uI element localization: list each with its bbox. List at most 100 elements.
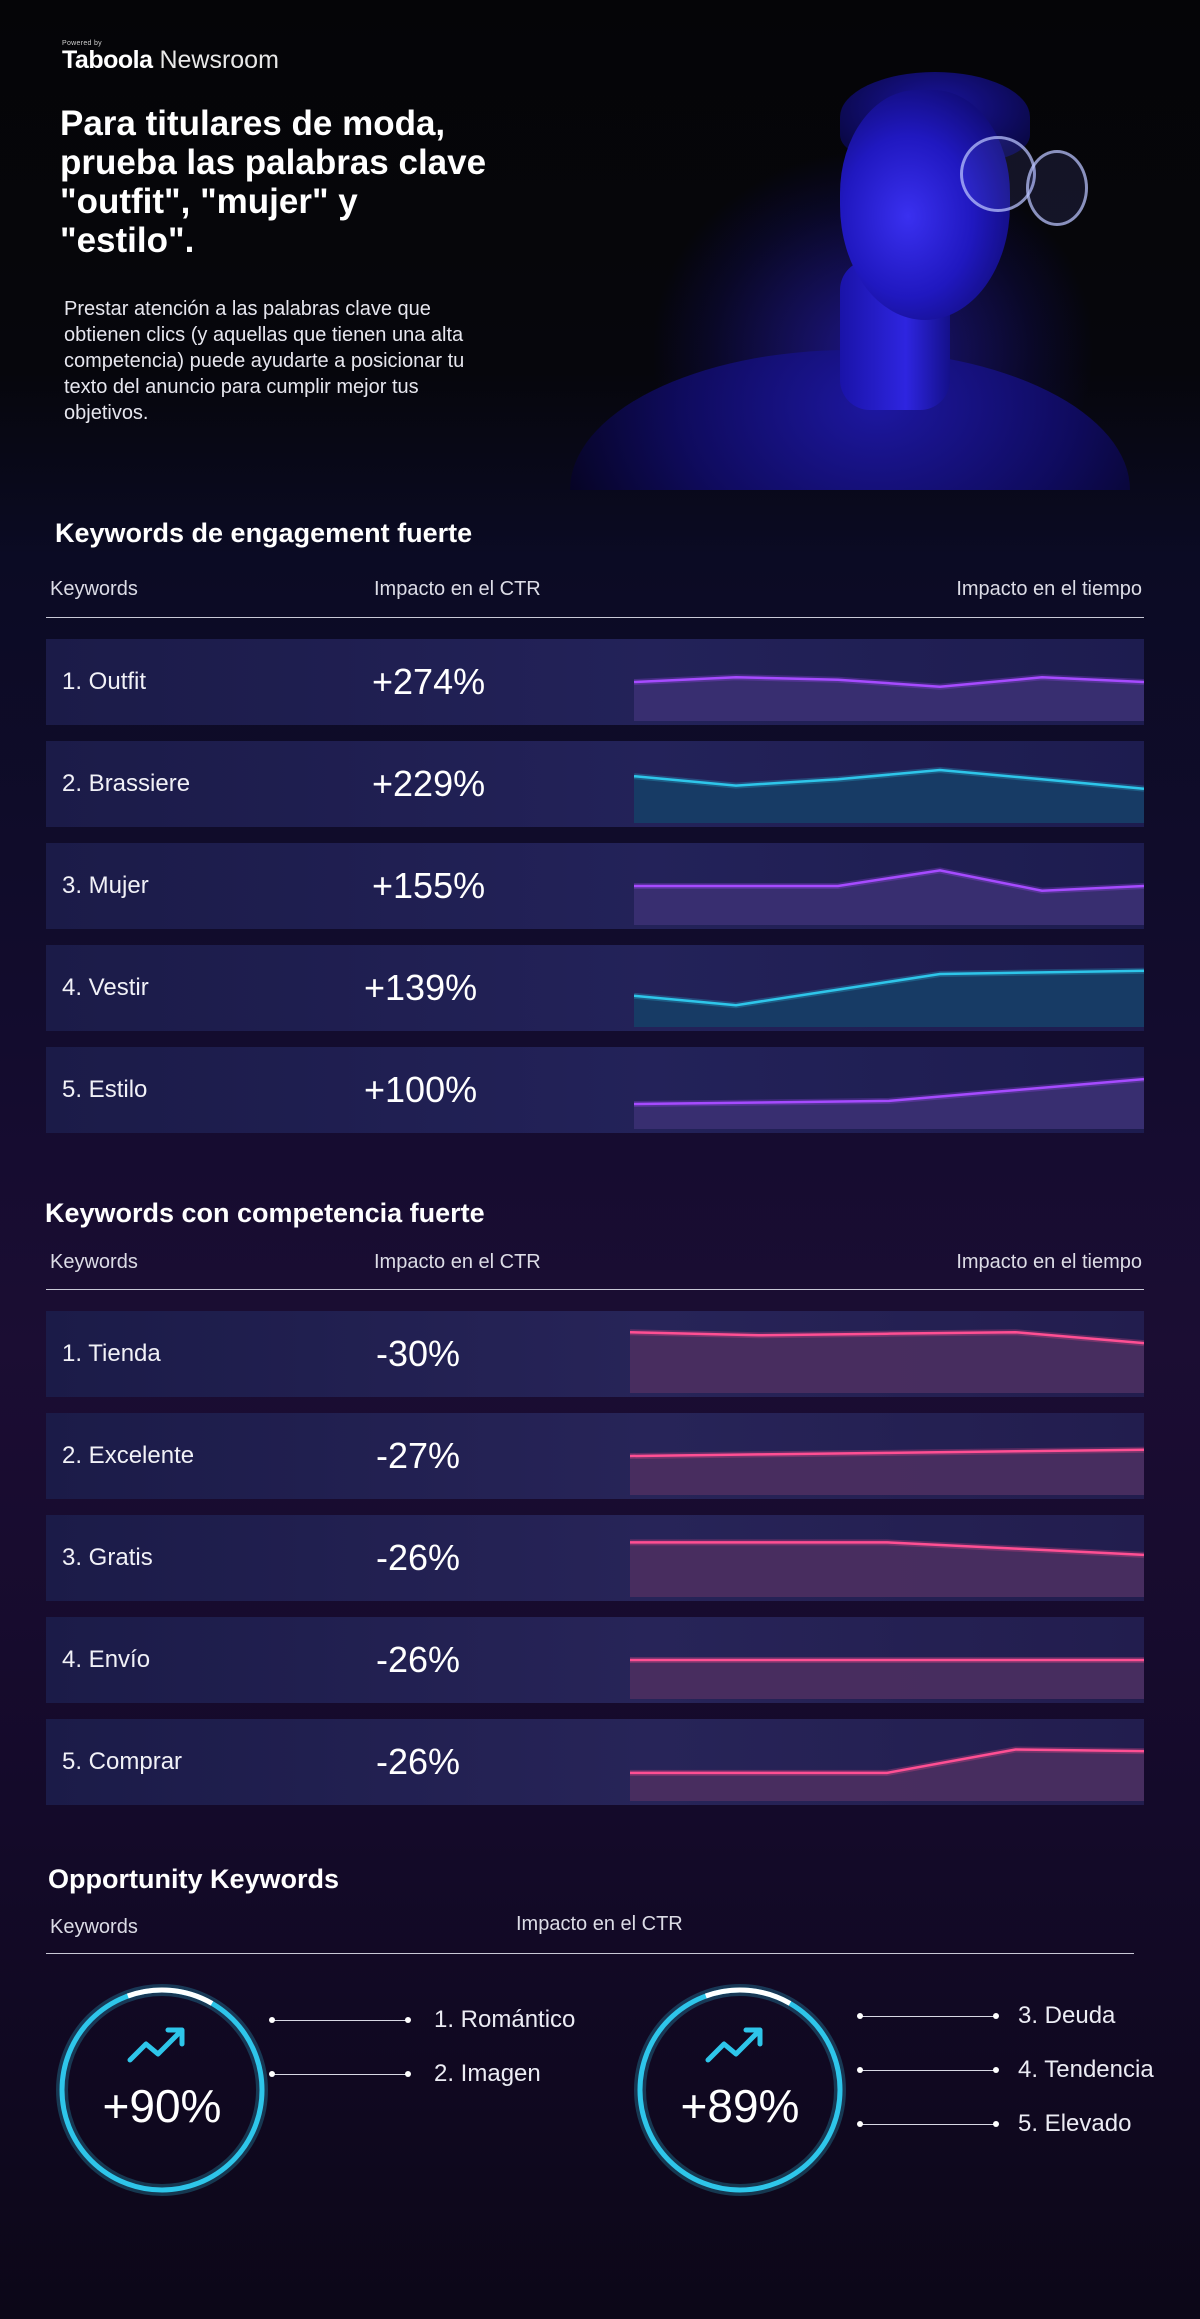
trend-line [634,969,1144,1007]
trend-sparkline [630,1446,1144,1495]
keyword-label: 1. Tienda [62,1340,161,1367]
trend-area [630,1749,1144,1801]
keyword-label: 5. Estilo [62,1076,148,1103]
connector-dot [857,2067,863,2073]
trend-line [630,1330,1144,1345]
connector-dot [405,2071,411,2077]
col-head-ctr-2: Impacto en el CTR [374,1251,541,1273]
trend-line [634,676,1144,688]
table-row: 5. Comprar -26% [46,1719,1144,1805]
trend-sparkline [630,1539,1144,1597]
table-row: 3. Gratis -26% [46,1515,1144,1601]
gauge-value: +89% [681,2080,800,2132]
table-row: 5. Estilo +100% [46,1047,1144,1133]
trend-area [634,1079,1144,1129]
trend-sparkline [634,867,1144,925]
ctr-gauge: +90% [56,1984,268,2196]
gauge-value: +90% [103,2080,222,2132]
opportunity-keyword: 1. Romántico [434,2006,576,2033]
keyword-connector [860,2124,996,2125]
trend-sparkline [630,1329,1144,1393]
trend-area [634,770,1144,823]
col-head-time-2: Impacto en el tiempo [956,1251,1142,1273]
keyword-label: 4. Envío [62,1646,151,1673]
product-name: Newsroom [159,46,279,74]
section-title-engagement: Keywords de engagement fuerte [55,518,473,548]
trend-up-icon [127,2029,183,2063]
glasses-left-lens [960,136,1036,212]
table-row: 2. Excelente -27% [46,1413,1144,1499]
trend-sparkline [630,1657,1144,1699]
brand-name: Taboola [62,46,153,74]
keyword-label: 5. Comprar [62,1748,183,1775]
trend-sparkline [634,766,1144,823]
connector-dot [405,2017,411,2023]
opportunity-keyword: 5. Elevado [1018,2110,1132,2137]
trend-up-icon-arrowhead [165,2027,185,2047]
page-headline: Para titulares de moda, prueba las palab… [60,104,487,260]
trend-area [634,677,1144,721]
opportunity-keyword: 4. Tendencia [1018,2056,1154,2083]
ctr-value: +229% [372,763,486,804]
trend-area [630,1449,1144,1495]
keyword-connector [272,2074,408,2075]
connector-dot [857,2121,863,2127]
trend-line [630,1541,1144,1557]
section-title-opportunity: Opportunity Keywords [48,1864,340,1894]
col-head-time-1: Impacto en el tiempo [956,578,1142,600]
powered-by-label: Powered by [62,40,102,47]
col-head-ctr-3: Impacto en el CTR [516,1913,683,1935]
table-row: 3. Mujer +155% [46,843,1144,929]
keyword-connector [860,2070,996,2071]
ctr-value: -26% [376,1537,461,1578]
taboola-newsroom-logo: Taboola Newsroom [62,46,279,75]
hero-portrait [540,50,1180,490]
trend-up-icon [705,2029,761,2063]
keyword-connector [272,2020,408,2021]
col-head-keywords-3: Keywords [50,1916,138,1938]
keyword-label: 2. Brassiere [62,770,191,797]
connector-dot [269,2017,275,2023]
table-row: 2. Brassiere +229% [46,741,1144,827]
col-head-keywords-2: Keywords [50,1251,138,1273]
keyword-label: 1. Outfit [62,668,147,695]
keyword-connector [860,2016,996,2017]
trend-line [630,1748,1144,1775]
trend-sparkline [634,674,1144,721]
trend-up-icon-arrowhead [743,2027,763,2047]
section-rule-2 [46,1289,1144,1290]
ctr-value: -27% [376,1435,461,1476]
connector-dot [857,2013,863,2019]
ctr-value: +155% [372,865,486,906]
intro-paragraph: Prestar atención a las palabras clave qu… [64,298,465,424]
keyword-label: 3. Mujer [62,872,149,899]
trend-sparkline [634,967,1144,1027]
opportunity-keyword: 2. Imagen [434,2060,541,2087]
gauge-highlight-arc [126,1987,214,2006]
ctr-value: +100% [364,1069,478,1110]
trend-area [630,1542,1144,1597]
table-row: 4. Vestir +139% [46,945,1144,1031]
trend-area [630,1660,1144,1699]
col-head-ctr-1: Impacto en el CTR [374,578,541,600]
trend-line [634,869,1144,892]
gauge-highlight-arc [704,1987,792,2006]
glasses-right-lens [1026,150,1088,226]
opportunity-keyword: 3. Deuda [1018,2002,1116,2029]
keyword-label: 4. Vestir [62,974,149,1001]
ctr-value: -26% [376,1741,461,1782]
trend-area [630,1332,1144,1393]
trend-sparkline [630,1746,1144,1801]
connector-dot [993,2121,999,2127]
connector-dot [993,2067,999,2073]
trend-sparkline [634,1076,1144,1129]
ctr-value: +139% [364,967,478,1008]
table-row: 1. Tienda -30% [46,1311,1144,1397]
trend-line [634,768,1144,790]
section-rule-1 [46,617,1144,618]
col-head-keywords-1: Keywords [50,578,138,600]
ctr-value: -26% [376,1639,461,1680]
section-rule-3 [46,1953,1134,1954]
connector-dot [269,2071,275,2077]
trend-area [634,970,1144,1027]
